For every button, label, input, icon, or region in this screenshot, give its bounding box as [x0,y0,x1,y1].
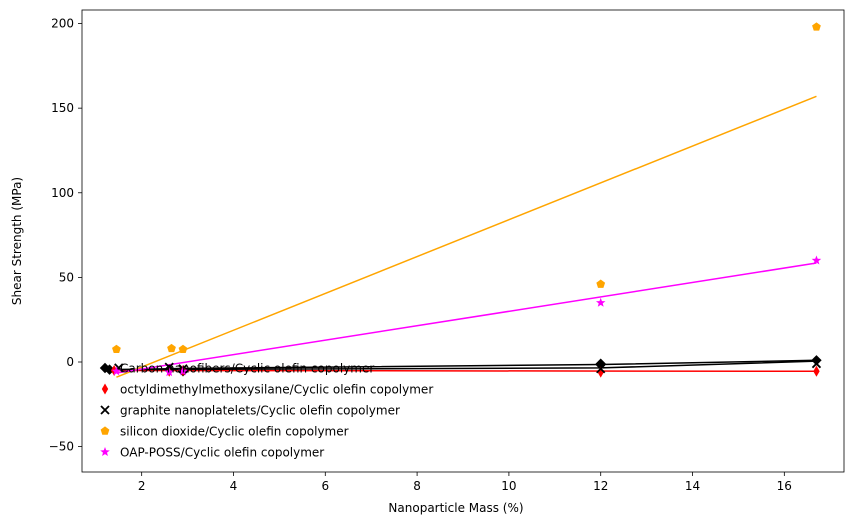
fit-line-series-4 [116,95,817,378]
x-tick-label: 10 [501,479,516,493]
data-point-series-4 [167,343,176,353]
y-tick-label: 0 [66,355,74,369]
y-axis: −50 0 50 100 150 200 [49,17,82,454]
y-tick-label: 150 [51,101,74,115]
x-tick-label: 12 [593,479,608,493]
y-tick-label: 100 [51,186,74,200]
data-point-series-4 [596,279,606,288]
plot-frame [81,9,845,473]
x-tick-label: 8 [413,479,421,493]
y-tick-label: 200 [51,17,74,31]
legend: Carbon nanofibers/Cyclic olefin copolyme… [99,362,433,460]
x-tick-label: 6 [321,479,329,493]
data-point-series-5 [811,255,822,265]
x-tick-label: 4 [230,479,238,493]
fit-line-series-2 [114,369,817,373]
legend-marker-series-3 [100,405,110,415]
data-point-series-5 [111,366,122,376]
legend-marker-series-1 [99,362,111,374]
y-axis-label: Shear Strength (MPa) [10,177,24,305]
x-tick-label: 14 [685,479,700,493]
x-axis: 2 4 6 8 10 12 14 16 [138,472,792,493]
legend-label-series-3: graphite nanoplatelets/Cyclic olefin cop… [120,404,400,418]
data-point-series-3 [811,359,822,369]
x-tick-label: 16 [777,479,792,493]
data-point-series-4 [178,344,188,354]
x-tick-label: 2 [138,479,146,493]
data-point-series-1 [811,355,822,366]
legend-marker-series-4 [100,426,110,435]
data-point-series-5 [595,297,606,307]
legend-label-series-1: Carbon nanofibers/Cyclic olefin copolyme… [120,362,374,376]
y-tick-label: 50 [59,270,74,284]
legend-label-series-2: octyldimethylmethoxysilane/Cyclic olefin… [120,383,433,397]
plot-area [82,10,844,472]
data-point-series-5 [164,367,174,377]
data-point-series-3 [596,364,606,374]
data-point-series-4 [112,344,121,354]
legend-label-series-5: OAP-POSS/Cyclic olefin copolymer [120,446,324,460]
legend-marker-series-2 [101,383,109,395]
data-point-series-3 [164,362,174,372]
data-point-series-5 [178,366,188,376]
data-markers [104,22,822,378]
data-point-series-4 [812,22,821,31]
x-axis-label: Nanoparticle Mass (%) [388,501,523,515]
legend-label-series-4: silicon dioxide/Cyclic olefin copolymer [120,425,349,439]
y-tick-label: −50 [49,440,74,454]
data-point-series-2 [813,365,820,377]
legend-marker-series-5 [100,447,110,457]
fit-line-series-5 [116,262,817,374]
